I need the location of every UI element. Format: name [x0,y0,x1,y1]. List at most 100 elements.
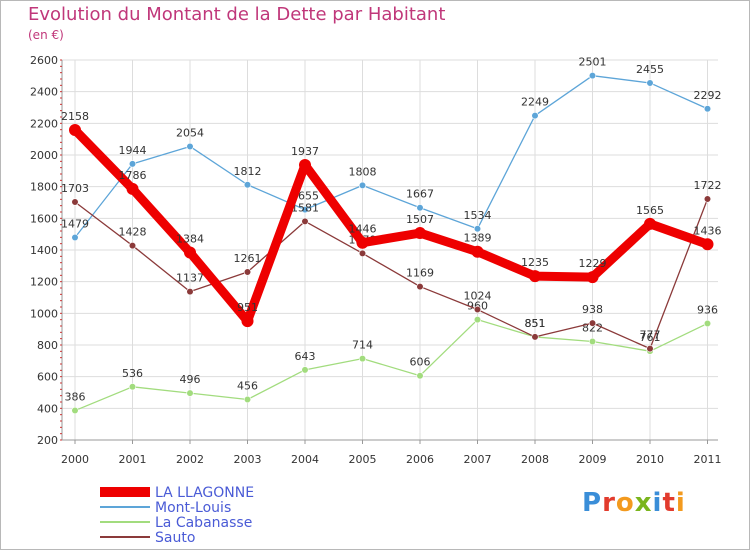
legend-label: Sauto [155,530,195,546]
y-tick-label: 1200 [30,276,58,289]
proxiti-logo: Proxiti [582,488,686,518]
data-point [126,182,139,195]
data-point [356,236,369,249]
data-label: 1786 [119,169,147,182]
data-point [703,105,712,113]
chart-title: Evolution du Montant de la Dette par Hab… [28,4,446,25]
data-label: 1446 [349,223,377,236]
data-label: 1137 [176,272,204,285]
data-point [531,111,539,120]
data-label: 1389 [464,232,492,245]
data-point [358,249,367,257]
data-label: 1808 [349,165,377,178]
y-tick-label: 1600 [30,212,58,225]
data-label: 1722 [694,179,722,192]
y-tick-label: 600 [37,371,58,384]
data-label: 1384 [176,233,204,246]
data-label: 1581 [291,201,319,214]
data-point [186,288,194,296]
y-tick-label: 800 [37,339,58,352]
data-label: 536 [122,367,143,380]
x-tick-label: 2009 [579,453,607,466]
data-point [416,204,424,212]
data-label: 851 [525,317,546,330]
x-tick-label: 2000 [61,453,89,466]
data-point [416,372,424,380]
data-point [69,123,81,136]
data-label: 1169 [406,267,434,280]
data-label: 2249 [521,96,549,109]
data-point [128,383,137,391]
data-label: 2292 [694,89,722,102]
y-tick-label: 2200 [30,117,58,130]
data-point [71,233,79,242]
series-la-cabanasse: 386536496456643714606960851822761936 [65,300,718,415]
data-label: 938 [582,303,603,316]
x-tick-label: 2006 [406,453,434,466]
series-line [74,198,709,350]
data-point [703,319,712,328]
x-tick-label: 2003 [234,453,262,466]
series-la-llagonne: 2158 1786 1384 951 1937 1446 1507 1389 1235 1229 1… [61,110,722,328]
data-label: 851 [525,317,546,330]
data-label: 1703 [61,182,89,195]
x-tick-label: 2002 [176,453,204,466]
data-point [646,345,654,353]
data-point [588,319,597,327]
data-label: 2501 [579,56,607,69]
data-point [358,181,367,189]
series-line [70,125,712,326]
data-label: 1534 [464,209,492,222]
data-point [531,333,539,341]
x-tick-label: 2005 [349,453,377,466]
data-point [588,337,597,346]
legend-label: Mont-Louis [155,500,231,516]
data-point [243,181,252,189]
data-label: 1667 [406,188,434,201]
data-point [71,198,79,206]
data-label: 777 [640,329,661,342]
legend-item: LA LLAGONNE [100,485,254,501]
data-point [128,160,137,168]
y-tick-label: 400 [37,402,58,415]
data-point [186,389,194,397]
logo-letter: P [582,488,603,518]
logo-letter: i [675,488,686,518]
data-point [301,206,309,214]
data-label: 2054 [176,126,204,139]
logo-letter: t [662,488,676,518]
data-point [529,270,541,283]
data-point [416,282,424,291]
data-label: 1261 [234,252,262,265]
y-tick-label: 1800 [30,181,58,194]
y-tick-label: 2000 [30,149,58,162]
data-label: 1944 [119,144,147,157]
logo-letter: r [602,488,616,518]
data-label: 1937 [291,145,319,158]
chart-subtitle: (en €) [28,28,64,42]
data-label: 496 [180,373,201,386]
data-point [128,241,137,250]
legend-item: Mont-Louis [100,500,231,516]
data-point [701,238,714,251]
data-label: 606 [410,356,431,369]
data-point [644,217,656,230]
y-tick-label: 1000 [30,307,58,320]
data-point [646,79,654,87]
data-point [186,142,194,151]
data-point [299,158,311,171]
data-point [588,72,597,80]
data-label: 936 [697,303,718,316]
data-label: 1428 [119,226,147,239]
legend-item: La Cabanasse [100,515,252,531]
data-label: 1436 [694,224,722,237]
data-point [301,217,309,225]
x-tick-label: 2001 [119,453,147,466]
legend-label: La Cabanasse [155,515,252,531]
data-label: 1024 [464,290,492,303]
legend-label: LA LLAGONNE [155,485,254,501]
data-point [471,245,484,258]
data-label: 1479 [61,217,89,230]
data-point [703,195,712,203]
